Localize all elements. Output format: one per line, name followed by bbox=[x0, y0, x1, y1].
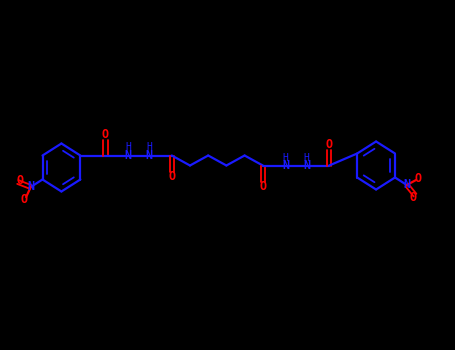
Text: N: N bbox=[146, 149, 152, 162]
Text: O: O bbox=[326, 138, 333, 150]
Text: H: H bbox=[146, 142, 152, 153]
Text: H: H bbox=[125, 142, 131, 153]
Text: N: N bbox=[27, 181, 34, 194]
Text: O: O bbox=[102, 127, 109, 140]
Text: N: N bbox=[125, 149, 131, 162]
Text: H: H bbox=[283, 153, 288, 162]
Text: O: O bbox=[259, 181, 266, 194]
Text: O: O bbox=[410, 191, 417, 204]
Text: N: N bbox=[403, 178, 410, 191]
Text: O: O bbox=[21, 193, 28, 205]
Text: O: O bbox=[16, 174, 23, 187]
Text: O: O bbox=[415, 172, 421, 184]
Text: H: H bbox=[303, 153, 309, 162]
Text: O: O bbox=[168, 170, 175, 183]
Text: N: N bbox=[303, 159, 310, 172]
Text: N: N bbox=[282, 159, 289, 172]
